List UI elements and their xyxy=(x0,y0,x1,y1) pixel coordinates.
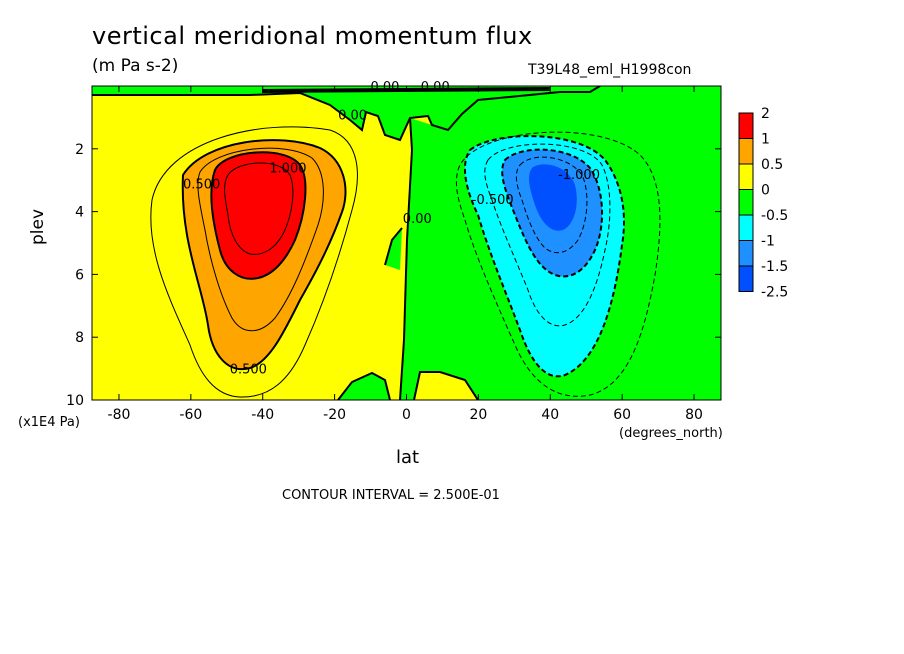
contour-line-zero-south xyxy=(337,371,391,400)
y-axis: 2 4 6 8 10 xyxy=(66,142,721,409)
fill-red-region xyxy=(211,152,306,279)
x-tick-label: -20 xyxy=(323,407,346,423)
colorbar-label: 0.5 xyxy=(761,157,783,173)
contour-label: 0.00 xyxy=(403,212,432,227)
x-tick-label: -60 xyxy=(179,407,202,423)
colorbar-label: -0.5 xyxy=(761,208,788,224)
x-tick-label: -40 xyxy=(251,407,274,423)
contour-line-neg-1.0 xyxy=(501,148,604,278)
x-tick-label: 80 xyxy=(685,407,703,423)
contour-line-pos-0.75 xyxy=(197,147,324,332)
contour-line-pos-1.25 xyxy=(224,162,294,255)
x-tick-label: 20 xyxy=(469,407,487,423)
y-tick-label: 10 xyxy=(66,393,84,409)
colorbar-label: -2.5 xyxy=(761,285,788,301)
chart-units: (m Pa s-2) xyxy=(92,56,179,76)
contour-label: 0.00 xyxy=(421,80,450,95)
contour-lines xyxy=(92,86,661,400)
colorbar-swatch xyxy=(738,138,754,165)
contour-label: 0.500 xyxy=(230,363,267,378)
fill-darkblue-region xyxy=(528,164,577,231)
colorbar-swatch xyxy=(738,163,754,190)
colorbar-swatch xyxy=(738,214,754,241)
x-axis-units: (degrees_north) xyxy=(619,426,723,441)
contour-label: -0.500 xyxy=(472,193,514,208)
contour-label: 1.000 xyxy=(269,162,306,177)
contour-line-neg-0.5 xyxy=(463,135,625,378)
contour-line-zero-eq xyxy=(399,117,414,400)
fill-green-region-mid xyxy=(385,228,402,270)
y-axis-label: plev xyxy=(28,208,48,245)
contour-line-neg-0.25 xyxy=(455,131,661,397)
x-tick-label: -80 xyxy=(108,407,131,423)
colorbar: 2 1 0.5 0 -0.5 -1 -1.5 -2.5 xyxy=(738,106,788,301)
x-tick-label: 40 xyxy=(541,407,559,423)
colorbar-label: -1.5 xyxy=(761,259,788,275)
fill-green-region-south xyxy=(338,373,390,400)
contour-line-zero-south2 xyxy=(413,371,479,400)
dataset-name: T39L48_eml_H1998con xyxy=(528,62,692,78)
colorbar-swatch xyxy=(738,189,754,216)
x-tick-label: 0 xyxy=(402,407,411,423)
colorbar-swatch xyxy=(738,240,754,267)
contour-line-zero xyxy=(92,86,601,142)
contour-line-pos-1.0 xyxy=(210,151,307,280)
y-tick-label: 6 xyxy=(75,267,84,283)
colorbar-label: 0 xyxy=(761,183,770,199)
contour-label: -1.000 xyxy=(558,168,600,183)
contour-line-pos-0.5 xyxy=(181,139,347,371)
contour-label: 0.00 xyxy=(338,108,367,123)
chart-title: vertical meridional momentum flux xyxy=(92,22,533,50)
colorbar-swatch xyxy=(738,265,754,292)
contour-label: 0.500 xyxy=(183,177,220,192)
colorbar-label: 2 xyxy=(761,106,770,122)
x-axis-label: lat xyxy=(396,447,420,468)
fill-green-region xyxy=(92,86,600,140)
contour-line-neg-1.25 xyxy=(515,156,588,254)
contour-label: 0.00 xyxy=(370,80,399,95)
colorbar-label: -1 xyxy=(761,234,775,250)
colorbar-swatch xyxy=(738,112,754,139)
y-tick-label: 2 xyxy=(75,142,84,158)
y-axis-units: (x1E4 Pa) xyxy=(18,415,80,430)
contour-line-neg-0.75 xyxy=(484,143,611,327)
y-tick-label: 4 xyxy=(75,205,84,221)
y-tick-label: 8 xyxy=(75,330,84,346)
contour-line-pos-0.25 xyxy=(150,126,358,398)
x-axis: -80 -60 -40 -20 0 20 40 60 80 xyxy=(108,86,703,423)
colorbar-label: 1 xyxy=(761,132,770,148)
filled-contours xyxy=(92,86,721,400)
contour-interval: CONTOUR INTERVAL = 2.500E-01 xyxy=(282,488,500,503)
contour-line-zero-mid xyxy=(384,227,403,266)
x-tick-label: 60 xyxy=(613,407,631,423)
